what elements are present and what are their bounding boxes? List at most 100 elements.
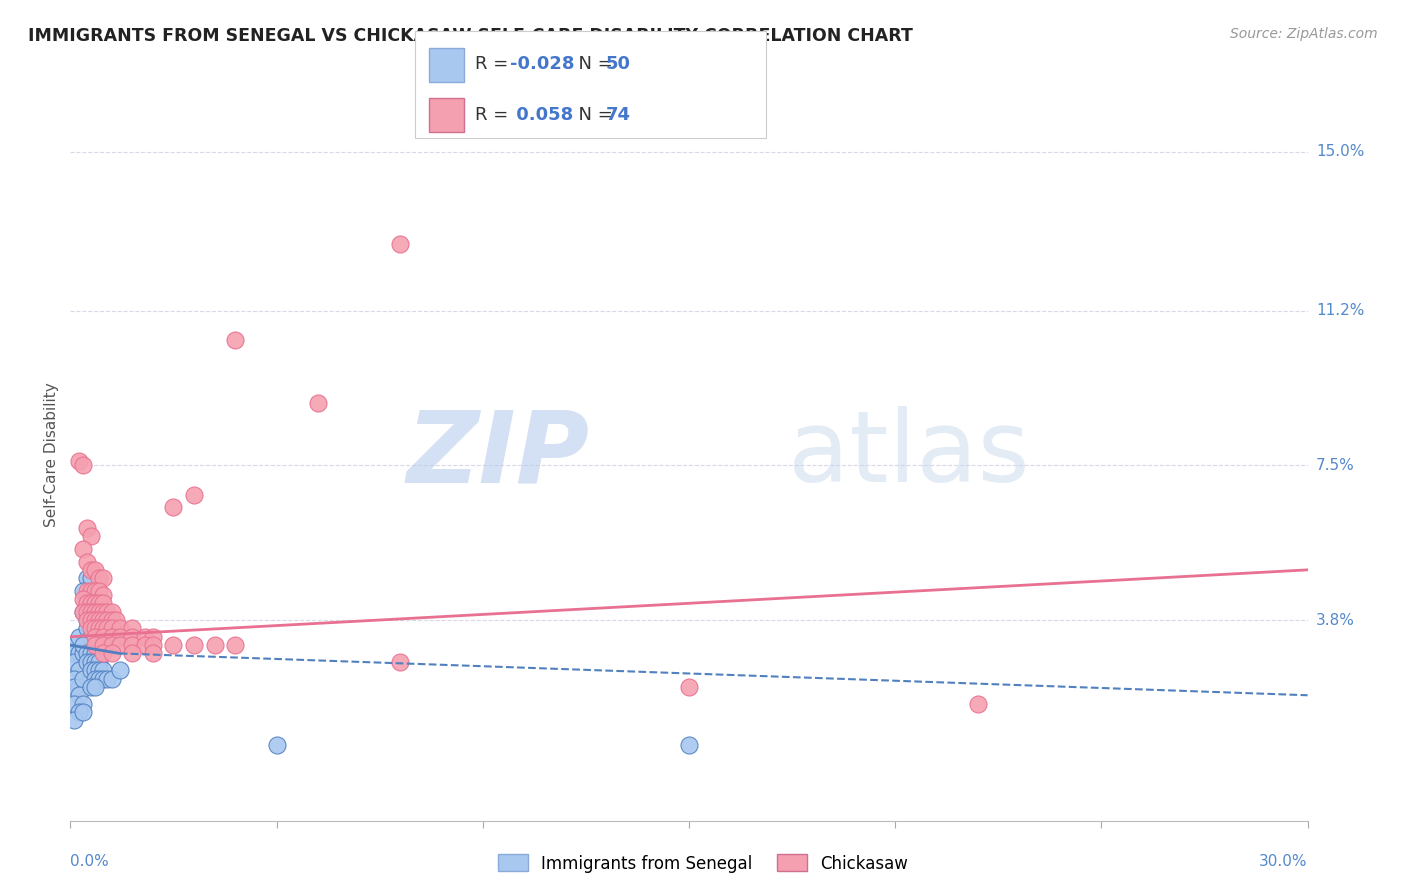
Point bbox=[84, 630, 107, 644]
Point bbox=[63, 655, 86, 669]
Text: N =: N = bbox=[567, 105, 619, 123]
Legend: Immigrants from Senegal, Chickasaw: Immigrants from Senegal, Chickasaw bbox=[491, 847, 915, 880]
Point bbox=[63, 638, 86, 652]
Point bbox=[89, 655, 111, 669]
Point bbox=[91, 571, 114, 585]
Text: 0.0%: 0.0% bbox=[70, 854, 110, 869]
Y-axis label: Self-Care Disability: Self-Care Disability bbox=[44, 383, 59, 527]
Point bbox=[389, 236, 412, 251]
Point bbox=[100, 647, 122, 661]
Text: 3.8%: 3.8% bbox=[1316, 613, 1355, 627]
Point bbox=[84, 680, 107, 694]
Text: IMMIGRANTS FROM SENEGAL VS CHICKASAW SELF-CARE DISABILITY CORRELATION CHART: IMMIGRANTS FROM SENEGAL VS CHICKASAW SEL… bbox=[28, 27, 912, 45]
Point bbox=[108, 621, 131, 635]
Point bbox=[80, 563, 103, 577]
Point bbox=[84, 605, 107, 619]
Point bbox=[100, 613, 122, 627]
Point bbox=[72, 705, 94, 719]
Point bbox=[89, 613, 111, 627]
Point bbox=[678, 739, 700, 753]
Point bbox=[63, 680, 86, 694]
Point bbox=[76, 613, 98, 627]
Point bbox=[142, 647, 165, 661]
Point bbox=[96, 605, 118, 619]
Text: 50: 50 bbox=[606, 55, 631, 73]
Point bbox=[80, 680, 103, 694]
Point bbox=[72, 638, 94, 652]
Point bbox=[104, 613, 127, 627]
Point bbox=[72, 458, 94, 473]
Point bbox=[266, 739, 288, 753]
Point bbox=[100, 630, 122, 644]
Point bbox=[91, 672, 114, 686]
Point bbox=[224, 333, 246, 347]
Text: 74: 74 bbox=[606, 105, 631, 123]
Point bbox=[67, 454, 90, 468]
Point bbox=[76, 655, 98, 669]
Point bbox=[84, 583, 107, 598]
Point bbox=[389, 655, 412, 669]
Point bbox=[72, 647, 94, 661]
Point bbox=[80, 621, 103, 635]
Point bbox=[80, 655, 103, 669]
Point bbox=[84, 630, 107, 644]
Point bbox=[80, 613, 103, 627]
Point bbox=[134, 638, 156, 652]
Point bbox=[80, 663, 103, 677]
Text: -0.028: -0.028 bbox=[510, 55, 575, 73]
Point bbox=[966, 697, 988, 711]
Point bbox=[89, 583, 111, 598]
Text: Source: ZipAtlas.com: Source: ZipAtlas.com bbox=[1230, 27, 1378, 41]
Point bbox=[96, 672, 118, 686]
Point bbox=[89, 621, 111, 635]
Point bbox=[89, 663, 111, 677]
Point bbox=[91, 613, 114, 627]
Text: R =: R = bbox=[475, 55, 515, 73]
Point bbox=[76, 605, 98, 619]
Text: 7.5%: 7.5% bbox=[1316, 458, 1354, 473]
Point bbox=[91, 621, 114, 635]
Point bbox=[67, 663, 90, 677]
Point bbox=[96, 621, 118, 635]
Point bbox=[76, 613, 98, 627]
Point bbox=[67, 680, 90, 694]
Point bbox=[91, 630, 114, 644]
Point bbox=[72, 672, 94, 686]
Point bbox=[121, 647, 143, 661]
Point bbox=[89, 596, 111, 610]
Text: 0.058: 0.058 bbox=[510, 105, 574, 123]
Point bbox=[63, 647, 86, 661]
Point bbox=[134, 630, 156, 644]
Point bbox=[84, 672, 107, 686]
Point bbox=[100, 672, 122, 686]
Point bbox=[89, 571, 111, 585]
Text: atlas: atlas bbox=[787, 407, 1029, 503]
Point bbox=[80, 596, 103, 610]
Point bbox=[76, 596, 98, 610]
Point bbox=[224, 638, 246, 652]
Point bbox=[72, 605, 94, 619]
Point bbox=[63, 672, 86, 686]
Point bbox=[162, 500, 184, 515]
Point bbox=[108, 663, 131, 677]
Text: 11.2%: 11.2% bbox=[1316, 303, 1364, 318]
Point bbox=[100, 638, 122, 652]
Point bbox=[67, 688, 90, 702]
Point bbox=[84, 596, 107, 610]
Point bbox=[108, 638, 131, 652]
Point bbox=[84, 655, 107, 669]
Point bbox=[104, 630, 127, 644]
Point bbox=[72, 697, 94, 711]
Text: R =: R = bbox=[475, 105, 515, 123]
Point bbox=[76, 621, 98, 635]
Point bbox=[72, 592, 94, 607]
Point bbox=[63, 714, 86, 728]
Point bbox=[204, 638, 226, 652]
Point bbox=[76, 521, 98, 535]
Point bbox=[84, 647, 107, 661]
Point bbox=[89, 605, 111, 619]
Point bbox=[67, 630, 90, 644]
Point bbox=[142, 638, 165, 652]
Point bbox=[76, 554, 98, 568]
Point bbox=[91, 588, 114, 602]
